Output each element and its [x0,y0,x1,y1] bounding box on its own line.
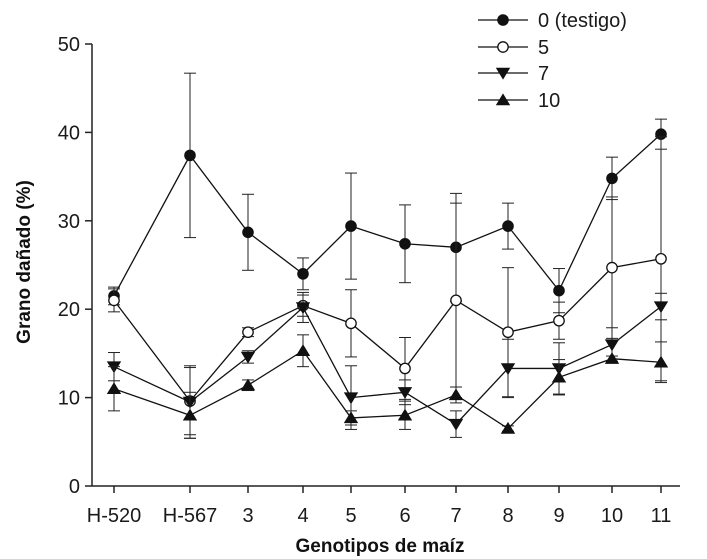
series-7 [106,291,669,439]
x-tick-label: 4 [297,505,308,527]
legend-label: 5 [538,37,549,59]
data-point [653,301,669,314]
x-tick-label: 7 [450,505,461,527]
data-point [553,284,565,297]
y-axis-ticks: 0 10 20 30 40 50 [58,34,92,498]
series-line [113,258,662,403]
data-point [397,387,413,399]
data-point [343,411,359,424]
legend-item: 0 (testigo) [478,10,627,32]
data-point [242,226,254,239]
legend-item: 7 [478,63,549,85]
data-point [184,149,196,162]
data-point [399,362,411,375]
legend-item: 10 [478,90,560,112]
x-axis-ticks: H-520 H-567 3 4 5 6 7 8 9 10 11 [87,486,672,527]
x-axis-title: Genotipos de maíz [296,536,465,557]
series-0-testigo [108,72,667,314]
x-tick-label: 11 [651,505,672,527]
legend-marker [497,41,509,53]
data-point [604,352,620,364]
y-tick-label: 50 [58,34,80,56]
x-tick-label: 8 [502,505,513,527]
legend-item: 5 [478,37,549,59]
x-tick-label: H-520 [87,505,141,527]
x-tick-label: 10 [601,505,623,527]
data-point [240,378,256,391]
data-point [242,326,254,339]
data-point [297,268,309,280]
legend-label: 10 [538,90,560,112]
x-tick-label: 9 [553,505,564,527]
x-tick-label: 3 [242,505,253,527]
x-tick-label: 5 [345,505,356,527]
y-tick-label: 40 [58,122,80,144]
data-point [295,344,311,356]
data-point [343,392,359,405]
data-point [653,355,669,368]
data-point [551,370,567,383]
data-point [606,172,618,185]
data-point [345,317,357,330]
data-point [450,294,462,307]
data-point [553,314,565,327]
data-point [182,408,198,421]
series-line [113,306,662,425]
series-line [113,133,662,297]
data-point [108,294,120,307]
axes [91,44,680,487]
legend-marker [495,93,511,106]
data-point [604,339,620,352]
series-10 [106,334,669,439]
data-point [106,382,122,394]
data-point [448,388,464,401]
legend-label: 0 (testigo) [538,10,627,32]
data-point [240,351,256,364]
data-point [345,220,357,232]
x-tick-label: 6 [399,505,410,527]
y-tick-label: 30 [58,211,80,233]
data-point [295,302,311,315]
legend: 0 (testigo) 5 7 10 [478,10,627,112]
y-tick-label: 0 [69,476,80,498]
data-point [397,408,413,421]
legend-marker [497,14,509,26]
y-tick-label: 20 [58,299,80,321]
data-point [500,363,516,376]
data-point [448,418,464,431]
legend-marker [495,67,511,80]
legend-label: 7 [538,63,549,85]
series-line [113,349,662,430]
data-point [502,326,514,339]
data-point [500,421,516,434]
data-point [502,220,514,232]
y-tick-label: 10 [58,388,80,410]
y-axis-title: Grano dañado (%) [14,180,35,344]
x-tick-label: H-567 [163,505,217,527]
data-point [606,261,618,274]
data-point [655,252,667,265]
data-point [399,237,411,250]
series-5 [108,136,667,436]
series-layer [106,72,669,439]
